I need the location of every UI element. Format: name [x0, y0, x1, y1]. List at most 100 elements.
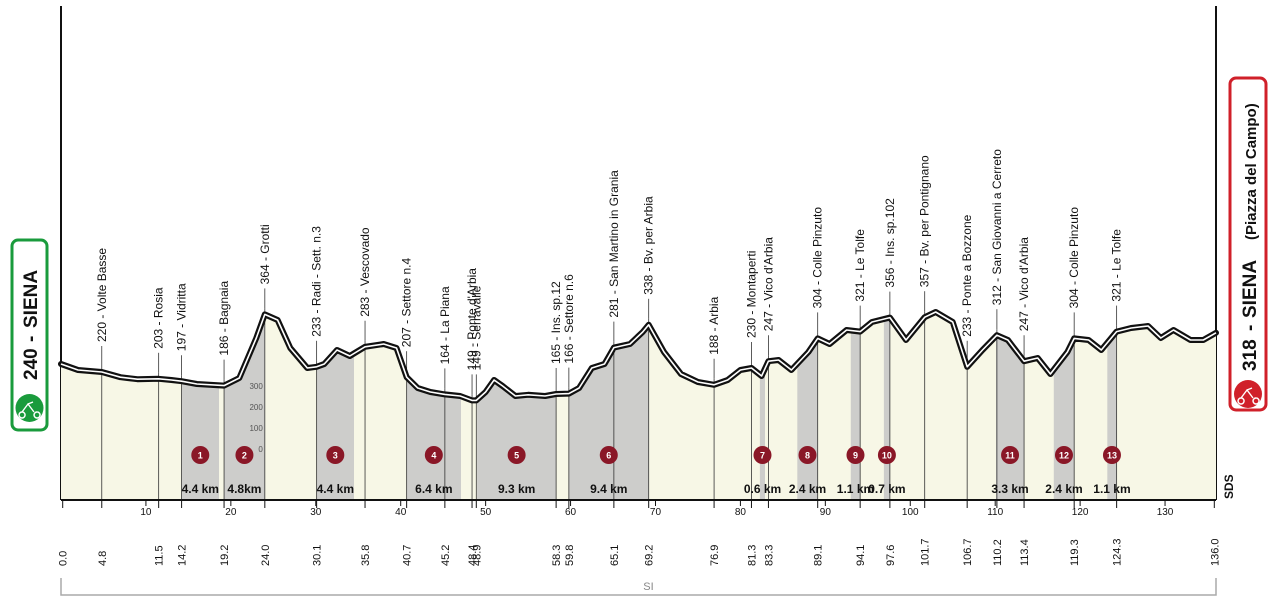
town-label: 207 - Settore n.4 — [400, 257, 414, 347]
town-label: 304 - Colle Pinzuto — [1067, 207, 1081, 309]
km-label: 81.3 — [746, 545, 758, 566]
km-label: 65.1 — [609, 545, 621, 566]
sector-badge-number: 11 — [1005, 451, 1015, 461]
sector-badge-8 — [798, 446, 817, 464]
altitude-tick-label: 100 — [249, 424, 263, 433]
km-label: 106.7 — [962, 538, 974, 566]
sector-badge-12 — [1054, 446, 1073, 464]
km-label: 4.8 — [97, 551, 109, 566]
sector-length-label: 9.3 km — [498, 482, 535, 496]
x-axis-tick-label: 110 — [987, 507, 1003, 518]
town-label: 149 - Serravalle — [469, 285, 483, 370]
finish-bike-glyph — [1237, 387, 1260, 405]
km-label: 0.0 — [58, 551, 70, 566]
sector-length-label: 1.1 km — [837, 482, 874, 496]
km-label: 45.2 — [440, 545, 452, 566]
gravel-sector-10 — [883, 319, 890, 500]
km-label: 69.2 — [644, 545, 656, 566]
x-axis-tick-label: 30 — [310, 507, 322, 518]
sector-length-label: 0.7 km — [868, 482, 905, 496]
x-axis-tick-label: 10 — [140, 507, 152, 518]
start-bike-glyph — [18, 401, 41, 419]
town-label: 247 - Vico d'Arbia — [761, 237, 775, 331]
finish-dash: - — [1240, 325, 1261, 331]
sector-badge-number: 9 — [853, 451, 858, 461]
sector-length-label: 0.6 km — [744, 482, 781, 496]
x-axis-tick-label: 20 — [225, 507, 237, 518]
sector-badge-6 — [599, 446, 618, 464]
sector-badge-number: 7 — [760, 451, 765, 461]
gravel-sector-11 — [996, 337, 1025, 500]
km-label: 97.6 — [885, 545, 897, 566]
finish-altitude: 318 — [1240, 339, 1261, 371]
sector-badge-5 — [507, 446, 526, 464]
start-label: 240 - SIENA — [10, 238, 49, 432]
start-bike-icon — [15, 394, 44, 422]
x-axis-tick-label: 60 — [565, 507, 577, 518]
km-label: 59.8 — [564, 545, 576, 566]
town-label: 321 - Le Tolfe — [853, 229, 867, 302]
town-label: 233 - Ponte a Bozzone — [960, 214, 974, 336]
sector-badge-number: 12 — [1059, 451, 1069, 461]
km-label: 136.0 — [1209, 538, 1221, 566]
sector-badge-9 — [846, 446, 865, 464]
start-city: SIENA — [21, 270, 42, 328]
km-label: 11.5 — [154, 545, 166, 566]
sector-badge-3 — [326, 446, 345, 464]
town-label: 188 - Arbia — [707, 296, 721, 354]
x-axis-tick-label: 70 — [650, 507, 662, 518]
x-axis-tick-label: 130 — [1157, 507, 1174, 518]
gravel-sector-2 — [224, 316, 265, 500]
km-label: 30.1 — [312, 545, 324, 566]
town-label: 164 - La Piana — [438, 286, 452, 364]
finish-label-box — [1228, 76, 1268, 412]
town-label: 166 - Settore n.6 — [562, 274, 576, 364]
sector-badge-number: 8 — [805, 451, 810, 461]
profile-line-layer — [58, 309, 1219, 404]
sector-badge-4 — [424, 446, 443, 464]
town-label: 233 - Radi - Sett. n.3 — [310, 226, 324, 337]
gravel-sector-4 — [406, 379, 461, 500]
town-label: 312 - San Giovanni a Cerreto — [990, 149, 1004, 305]
start-label-box — [10, 238, 49, 432]
sector-badge-7 — [753, 446, 772, 464]
km-label: 124.3 — [1112, 538, 1124, 566]
x-axis-tick-label: 120 — [1072, 507, 1089, 518]
x-axis-tick-label: 50 — [480, 507, 492, 518]
labels-layer: 300 200 100 0 4.4 km 4.8km 4.4 km 6.4 km 9.3 km 9… — [58, 149, 1236, 593]
sector-length-label: 9.4 km — [590, 482, 627, 496]
town-label: 230 - Montaperti — [744, 251, 758, 338]
gravel-sector-1 — [181, 383, 219, 500]
sector-badge-number: 3 — [333, 451, 338, 461]
sector-length-label: 4.4 km — [317, 482, 354, 496]
region-label: SI — [643, 581, 653, 593]
finish-label: 318 - SIENA (Piazza del Campo) — [1228, 76, 1268, 412]
altitude-tick-label: 300 — [249, 382, 263, 391]
km-label: 119.3 — [1069, 539, 1081, 566]
sector-length-label: 3.3 km — [991, 482, 1028, 496]
town-label: 338 - Bv. per Arbia — [642, 196, 656, 295]
town-label: 356 - Ins. sp.102 — [883, 198, 897, 288]
town-label: 321 - Le Tolfe — [1110, 229, 1124, 302]
sector-badges-layer: 1 2 3 4 5 6 7 8 9 10 11 12 13 — [191, 446, 1121, 464]
region-bracket — [60, 578, 1217, 596]
gravel-sector-6 — [568, 326, 649, 500]
km-label: 76.9 — [709, 545, 721, 566]
town-label: 203 - Rosia — [152, 287, 166, 349]
km-label: 110.2 — [992, 539, 1004, 566]
km-label: 40.7 — [402, 545, 414, 566]
altitude-tick-label: 200 — [249, 403, 263, 412]
x-axis-tick-label: 90 — [820, 507, 832, 518]
km-label: 101.7 — [920, 538, 932, 566]
sector-length-label: 4.8km — [227, 482, 261, 496]
finish-city: SIENA — [1240, 260, 1261, 318]
sector-badge-11 — [1001, 446, 1020, 464]
town-label: 304 - Colle Pinzuto — [811, 207, 825, 309]
sector-length-label: 4.4 km — [182, 482, 219, 496]
x-axis-tick-label: 40 — [395, 507, 407, 518]
sector-badge-number: 10 — [882, 451, 892, 461]
gravel-sector-3 — [316, 352, 354, 500]
x-axis-tick-label: 100 — [902, 507, 919, 518]
km-label: 58.3 — [551, 545, 563, 566]
